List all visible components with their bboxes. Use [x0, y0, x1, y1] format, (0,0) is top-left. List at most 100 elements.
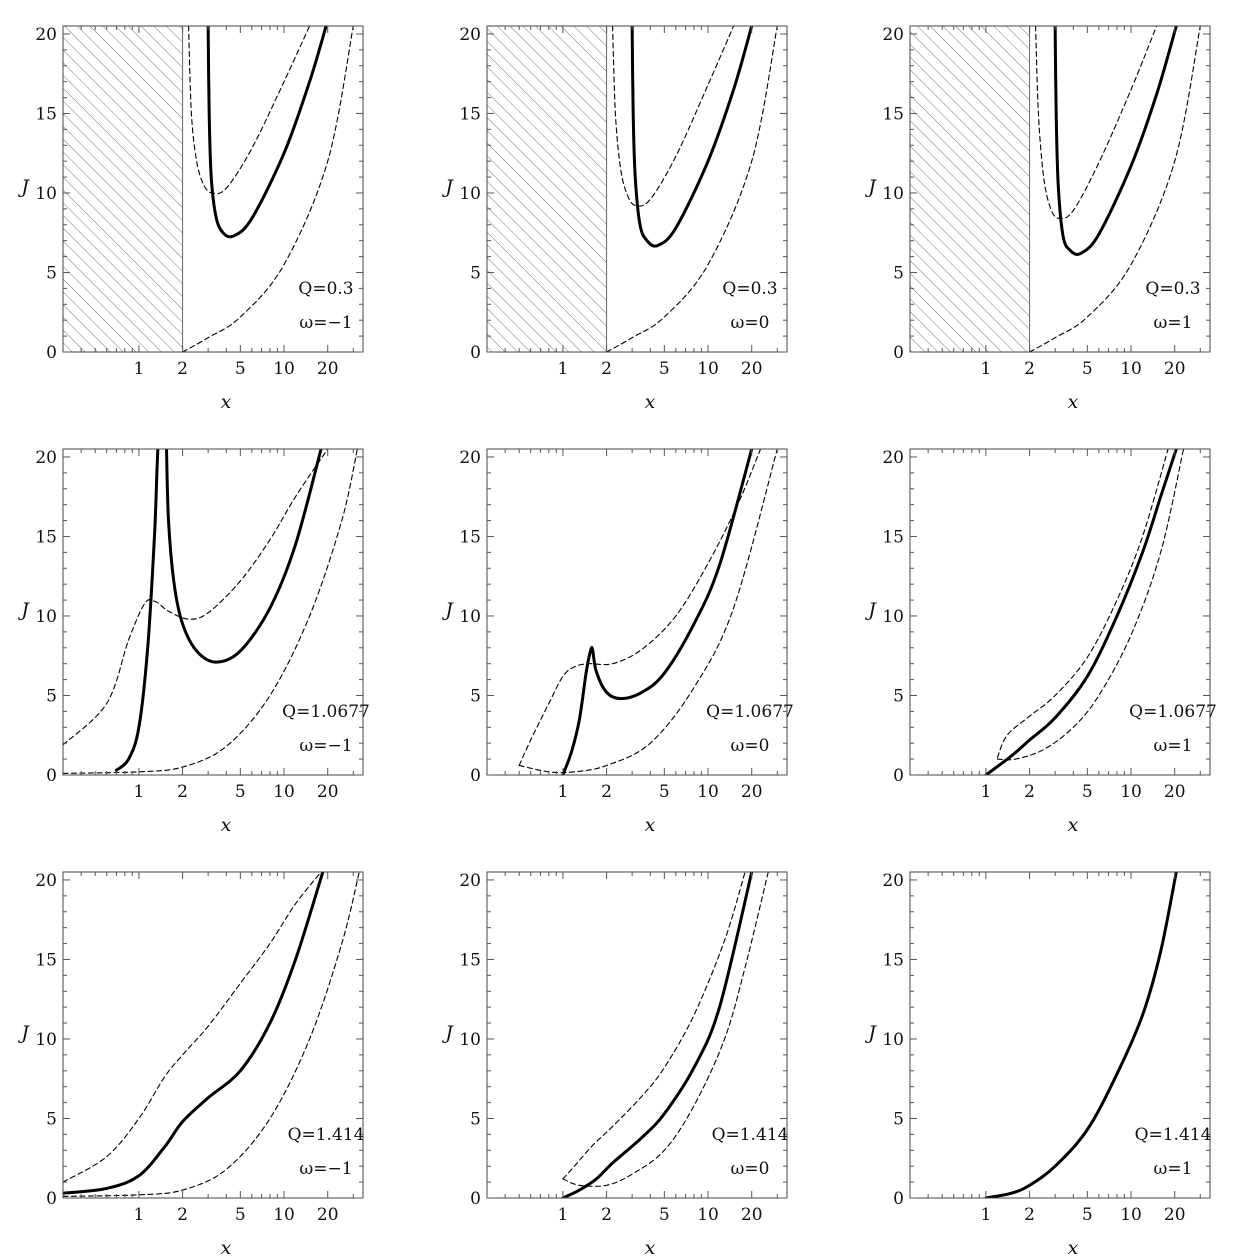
y-tick-label: 15: [35, 104, 57, 124]
annotation-omega: ω=1: [1154, 736, 1193, 756]
annotation-omega: ω=1: [1154, 1159, 1193, 1179]
x-axis-label: x: [221, 814, 232, 836]
y-tick-label: 20: [882, 25, 904, 45]
y-tick-label: 5: [470, 1109, 481, 1129]
dashed-curve: [996, 449, 1185, 761]
x-tick-label: 1: [980, 1205, 991, 1225]
y-tick-label: 15: [882, 950, 904, 970]
dashed-curve: [188, 26, 311, 195]
y-tick-label: 10: [35, 1030, 57, 1050]
x-tick-label: 1: [557, 782, 568, 802]
x-tick-label: 10: [1120, 359, 1142, 379]
y-tick-label: 10: [459, 184, 481, 204]
y-tick-label: 0: [470, 343, 481, 363]
x-tick-label: 10: [697, 1205, 719, 1225]
annotation-omega: ω=0: [731, 736, 770, 756]
solid-curve: [984, 449, 1178, 775]
y-tick-label: 10: [459, 607, 481, 627]
y-tick-label: 15: [35, 950, 57, 970]
y-tick-label: 10: [35, 184, 57, 204]
annotation-q: Q=1.414: [1135, 1125, 1212, 1145]
x-tick-label: 1: [133, 782, 144, 802]
panel-3: 0 5 10 15 20 1 2 5 10 20 x J Q=1.0677 ω=−1: [17, 448, 370, 836]
x-tick-label: 2: [177, 782, 188, 802]
annotation-omega: ω=−1: [299, 1159, 352, 1179]
annotation-q: Q=1.414: [288, 1125, 365, 1145]
x-axis-label: x: [1068, 391, 1079, 413]
y-tick-label: 10: [459, 1030, 481, 1050]
solid-curve: [630, 26, 754, 248]
solid-curve: [561, 872, 754, 1198]
x-tick-label: 5: [235, 782, 246, 802]
panel-6: 0 5 10 15 20 1 2 5 10 20 x J Q=1.414 ω=−1: [17, 871, 364, 1256]
x-tick-label: 20: [741, 359, 763, 379]
solid-curve: [984, 872, 1178, 1198]
y-axis-label: J: [17, 176, 30, 198]
x-axis-label: x: [1068, 1237, 1079, 1256]
y-tick-label: 5: [893, 686, 904, 706]
annotation-q: Q=1.0677: [282, 702, 370, 722]
y-axis-label: J: [441, 599, 454, 621]
x-tick-label: 20: [317, 1205, 339, 1225]
x-tick-label: 20: [1164, 782, 1186, 802]
y-axis-label: J: [17, 599, 30, 621]
hatched-region: [909, 25, 1031, 353]
y-axis-label: J: [864, 1022, 877, 1044]
dashed-curve: [996, 449, 1169, 759]
y-tick-label: 5: [470, 263, 481, 283]
hatched-region: [62, 25, 184, 353]
x-tick-label: 2: [1024, 359, 1035, 379]
y-tick-label: 5: [893, 263, 904, 283]
x-tick-label: 1: [980, 782, 991, 802]
y-tick-label: 15: [459, 527, 481, 547]
panel-curves: [561, 872, 769, 1198]
x-tick-label: 10: [697, 359, 719, 379]
y-tick-label: 10: [882, 607, 904, 627]
x-tick-label: 10: [273, 1205, 295, 1225]
x-tick-label: 5: [1082, 782, 1093, 802]
x-tick-label: 5: [1082, 1205, 1093, 1225]
annotation-omega: ω=−1: [299, 313, 352, 333]
annotation-omega: ω=1: [1154, 313, 1193, 333]
x-tick-label: 2: [601, 359, 612, 379]
y-tick-label: 15: [35, 527, 57, 547]
dashed-curve: [1035, 26, 1158, 220]
x-tick-label: 2: [1024, 782, 1035, 802]
panel-2: 0 5 10 15 20 1 2 5 10 20 x J Q=0.3 ω=1: [864, 25, 1211, 413]
x-tick-label: 20: [1164, 1205, 1186, 1225]
dashed-curve: [562, 872, 746, 1180]
y-tick-label: 15: [459, 104, 481, 124]
hatched-region: [486, 25, 608, 353]
panel-4: 0 5 10 15 20 1 2 5 10 20 x J Q=1.0677 ω=0: [441, 448, 794, 836]
y-axis-label: J: [864, 176, 877, 198]
y-tick-label: 20: [35, 25, 57, 45]
dashed-curve: [63, 872, 360, 1197]
panel-curves: [984, 449, 1185, 775]
dashed-curve: [1029, 26, 1201, 352]
y-tick-label: 0: [893, 343, 904, 363]
y-tick-label: 5: [893, 1109, 904, 1129]
x-tick-label: 5: [659, 782, 670, 802]
x-tick-label: 5: [659, 1205, 670, 1225]
panel-curves: [518, 449, 778, 775]
x-axis-label: x: [221, 391, 232, 413]
y-tick-label: 5: [46, 686, 57, 706]
x-tick-label: 20: [317, 782, 339, 802]
dashed-curve: [518, 449, 762, 767]
plot-frame: [909, 871, 1211, 1199]
x-axis-label: x: [645, 391, 656, 413]
x-tick-label: 5: [235, 1205, 246, 1225]
y-axis-label: J: [441, 176, 454, 198]
panel-8: 0 5 10 15 20 1 2 5 10 20 x J Q=1.414 ω=1: [864, 871, 1211, 1256]
y-tick-label: 20: [459, 25, 481, 45]
x-axis-label: x: [645, 1237, 656, 1256]
dashed-curve: [63, 449, 358, 774]
y-tick-label: 5: [46, 1109, 57, 1129]
x-tick-label: 10: [1120, 782, 1142, 802]
x-tick-label: 2: [1024, 1205, 1035, 1225]
y-axis-label: J: [864, 599, 877, 621]
dashed-curve: [612, 26, 735, 207]
x-tick-label: 1: [133, 1205, 144, 1225]
solid-curve: [561, 449, 754, 775]
plot-frame: [486, 871, 788, 1199]
